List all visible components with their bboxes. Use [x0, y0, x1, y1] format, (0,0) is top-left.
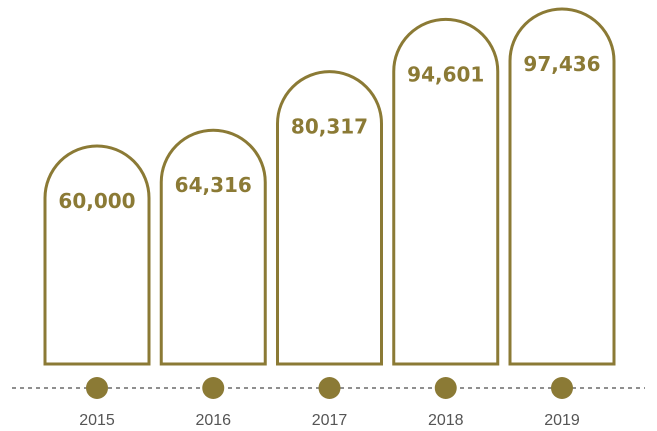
data-label-2017: 80,317: [291, 115, 368, 139]
data-label-2015: 60,000: [58, 189, 135, 213]
bar-2018: [392, 17, 500, 366]
timeline-dot-2017: [318, 377, 341, 399]
data-label-2018: 94,601: [407, 62, 484, 86]
x-tick-label-2016: 2016: [195, 412, 231, 429]
timeline-dot-2016: [202, 377, 225, 399]
bar-2016: [159, 128, 267, 366]
timeline-dot-2019: [551, 377, 573, 399]
bar-2017: [276, 70, 383, 366]
data-label-2016: 64,316: [175, 173, 252, 197]
data-label-2019: 97,436: [523, 52, 600, 76]
x-tick-label-2018: 2018: [428, 412, 464, 429]
timeline-dot-2018: [434, 377, 457, 399]
timeline-dots: [86, 377, 573, 399]
x-axis-labels: 2015 2016 2017 2018 2019: [79, 412, 580, 429]
timeline-dot-2015: [86, 377, 108, 399]
bars-layer: 60,000 64,316 80,317 94,601 97,436: [43, 7, 616, 366]
x-tick-label-2017: 2017: [312, 412, 348, 429]
bar-2015: [43, 144, 151, 366]
bar-2019: [508, 7, 616, 366]
x-tick-label-2019: 2019: [544, 412, 580, 429]
x-tick-label-2015: 2015: [79, 412, 115, 429]
